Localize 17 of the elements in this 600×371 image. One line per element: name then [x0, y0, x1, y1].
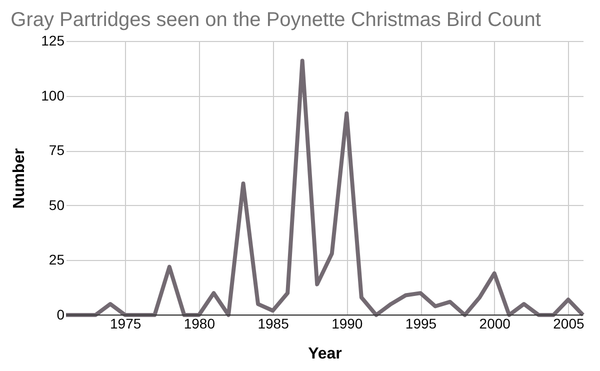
x-tick-label: 1985 — [258, 316, 290, 332]
y-tick-label: 0 — [56, 306, 65, 322]
y-tick-label: 25 — [48, 252, 65, 268]
x-tick-label: 1980 — [184, 316, 216, 332]
x-tick-label: 2005 — [553, 316, 585, 332]
y-tick-label: 50 — [48, 196, 65, 213]
line-series — [64, 58, 585, 317]
y-tick-label: 75 — [48, 142, 65, 158]
y-axis-title: Number — [11, 148, 28, 209]
x-axis-title: Year — [308, 346, 342, 362]
x-tick-label: 2000 — [479, 316, 511, 332]
x-tick-label: 1975 — [110, 316, 142, 332]
y-tick-label: 125 — [41, 32, 65, 48]
chart-title: Gray Partridges seen on the Poynette Christmas Bird Count — [10, 9, 542, 31]
x-tick-label: 1995 — [405, 316, 437, 332]
x-tick-label: 1990 — [332, 316, 363, 332]
y-tick-label: 100 — [41, 87, 65, 104]
